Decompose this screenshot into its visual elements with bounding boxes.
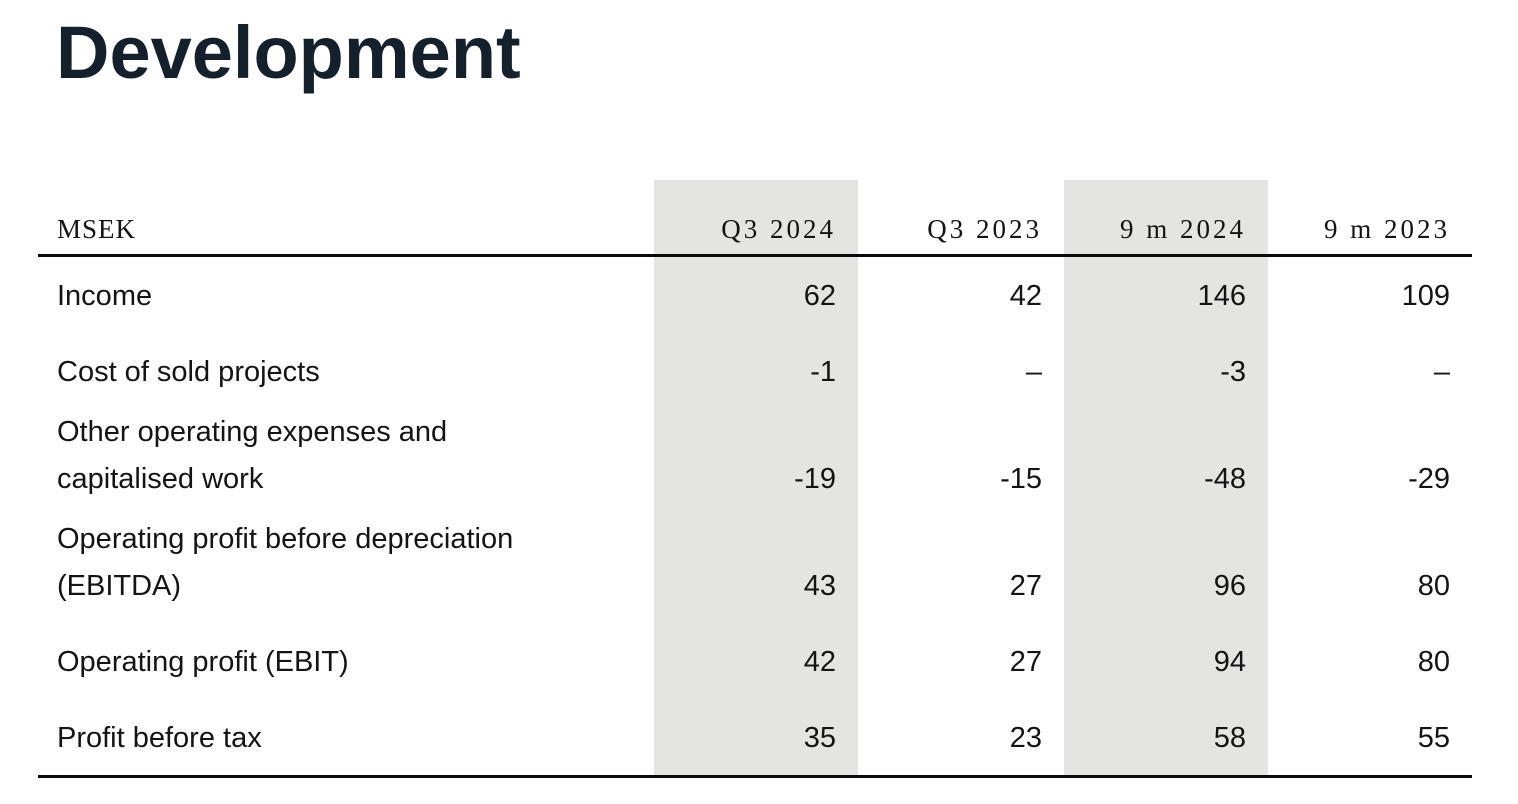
- cell-value: 80: [1417, 570, 1450, 602]
- cell-value: 23: [858, 699, 1064, 778]
- cell-value: 109: [1401, 280, 1450, 312]
- financial-table-container: MSEK Q3 2024 Q3 2023 9 m 2024 9 m 2023 Inco…: [38, 180, 1472, 778]
- cell-value: 42: [654, 623, 858, 699]
- row-label-line: Operating profit (EBIT): [57, 646, 349, 678]
- cell-value: –: [1025, 356, 1042, 388]
- row-label-line: capitalised work: [57, 463, 264, 495]
- cell-value: 62: [654, 255, 858, 333]
- cell-value: 55: [1268, 699, 1472, 778]
- table-row: Operating profit before depreciation (EBI…: [38, 516, 1472, 623]
- cell-value: 42: [1009, 280, 1042, 312]
- table-row: Income 62 42 146 109: [38, 255, 1472, 334]
- cell-value: 80: [1417, 646, 1450, 678]
- cell-value: -19: [654, 409, 858, 516]
- column-header: 9 m 2023: [1268, 180, 1472, 257]
- cell-value: 146: [1064, 255, 1268, 333]
- table-row: Other operating expenses and capitalised …: [38, 409, 1472, 516]
- row-label-line: Income: [57, 280, 153, 312]
- table-row: Cost of sold projects -1– -3–: [38, 333, 1472, 409]
- column-header: Q3 2024: [654, 180, 858, 257]
- row-label-line: Other operating expenses and: [57, 416, 448, 448]
- cell-value: -29: [1408, 463, 1450, 495]
- cell-value: –: [1433, 356, 1450, 388]
- financial-table: MSEK Q3 2024 Q3 2023 9 m 2024 9 m 2023 Inco…: [38, 180, 1472, 778]
- cell-value: 27: [1009, 646, 1042, 678]
- column-header: Q3 2023: [858, 180, 1064, 257]
- row-label: Operating profit before depreciation (EBI…: [38, 516, 654, 623]
- row-label-line: Cost of sold projects: [57, 356, 320, 388]
- cell-value: 27: [1009, 570, 1042, 602]
- cell-value: -48: [1064, 409, 1268, 516]
- row-label: Operating profit (EBIT): [38, 623, 654, 699]
- table-row: Profit before tax 35 23 58 55: [38, 699, 1472, 778]
- row-label: Profit before tax: [38, 699, 654, 778]
- cell-value: -15: [1000, 463, 1042, 495]
- cell-value: 43: [654, 516, 858, 623]
- row-label-line: (EBITDA): [57, 570, 182, 602]
- cell-value: -1: [654, 333, 858, 409]
- table-row: Operating profit (EBIT) 42 27 94 80: [38, 623, 1472, 699]
- page-title: Development: [56, 11, 521, 94]
- column-header: 9 m 2024: [1064, 180, 1268, 257]
- row-label: Income: [38, 256, 654, 334]
- row-label-line: Profit before tax: [57, 722, 262, 754]
- cell-value: -3: [1064, 333, 1268, 409]
- cell-value: 94: [1064, 623, 1268, 699]
- cell-value: 58: [1064, 699, 1268, 778]
- unit-label: MSEK: [38, 180, 654, 257]
- cell-value: 96: [1064, 516, 1268, 623]
- row-label: Other operating expenses and capitalised …: [38, 409, 654, 516]
- row-label-line: Operating profit before depreciation: [57, 523, 514, 555]
- table-header-row: MSEK Q3 2024 Q3 2023 9 m 2024 9 m 2023: [38, 180, 1472, 257]
- cell-value: 35: [654, 699, 858, 778]
- row-label: Cost of sold projects: [38, 333, 654, 409]
